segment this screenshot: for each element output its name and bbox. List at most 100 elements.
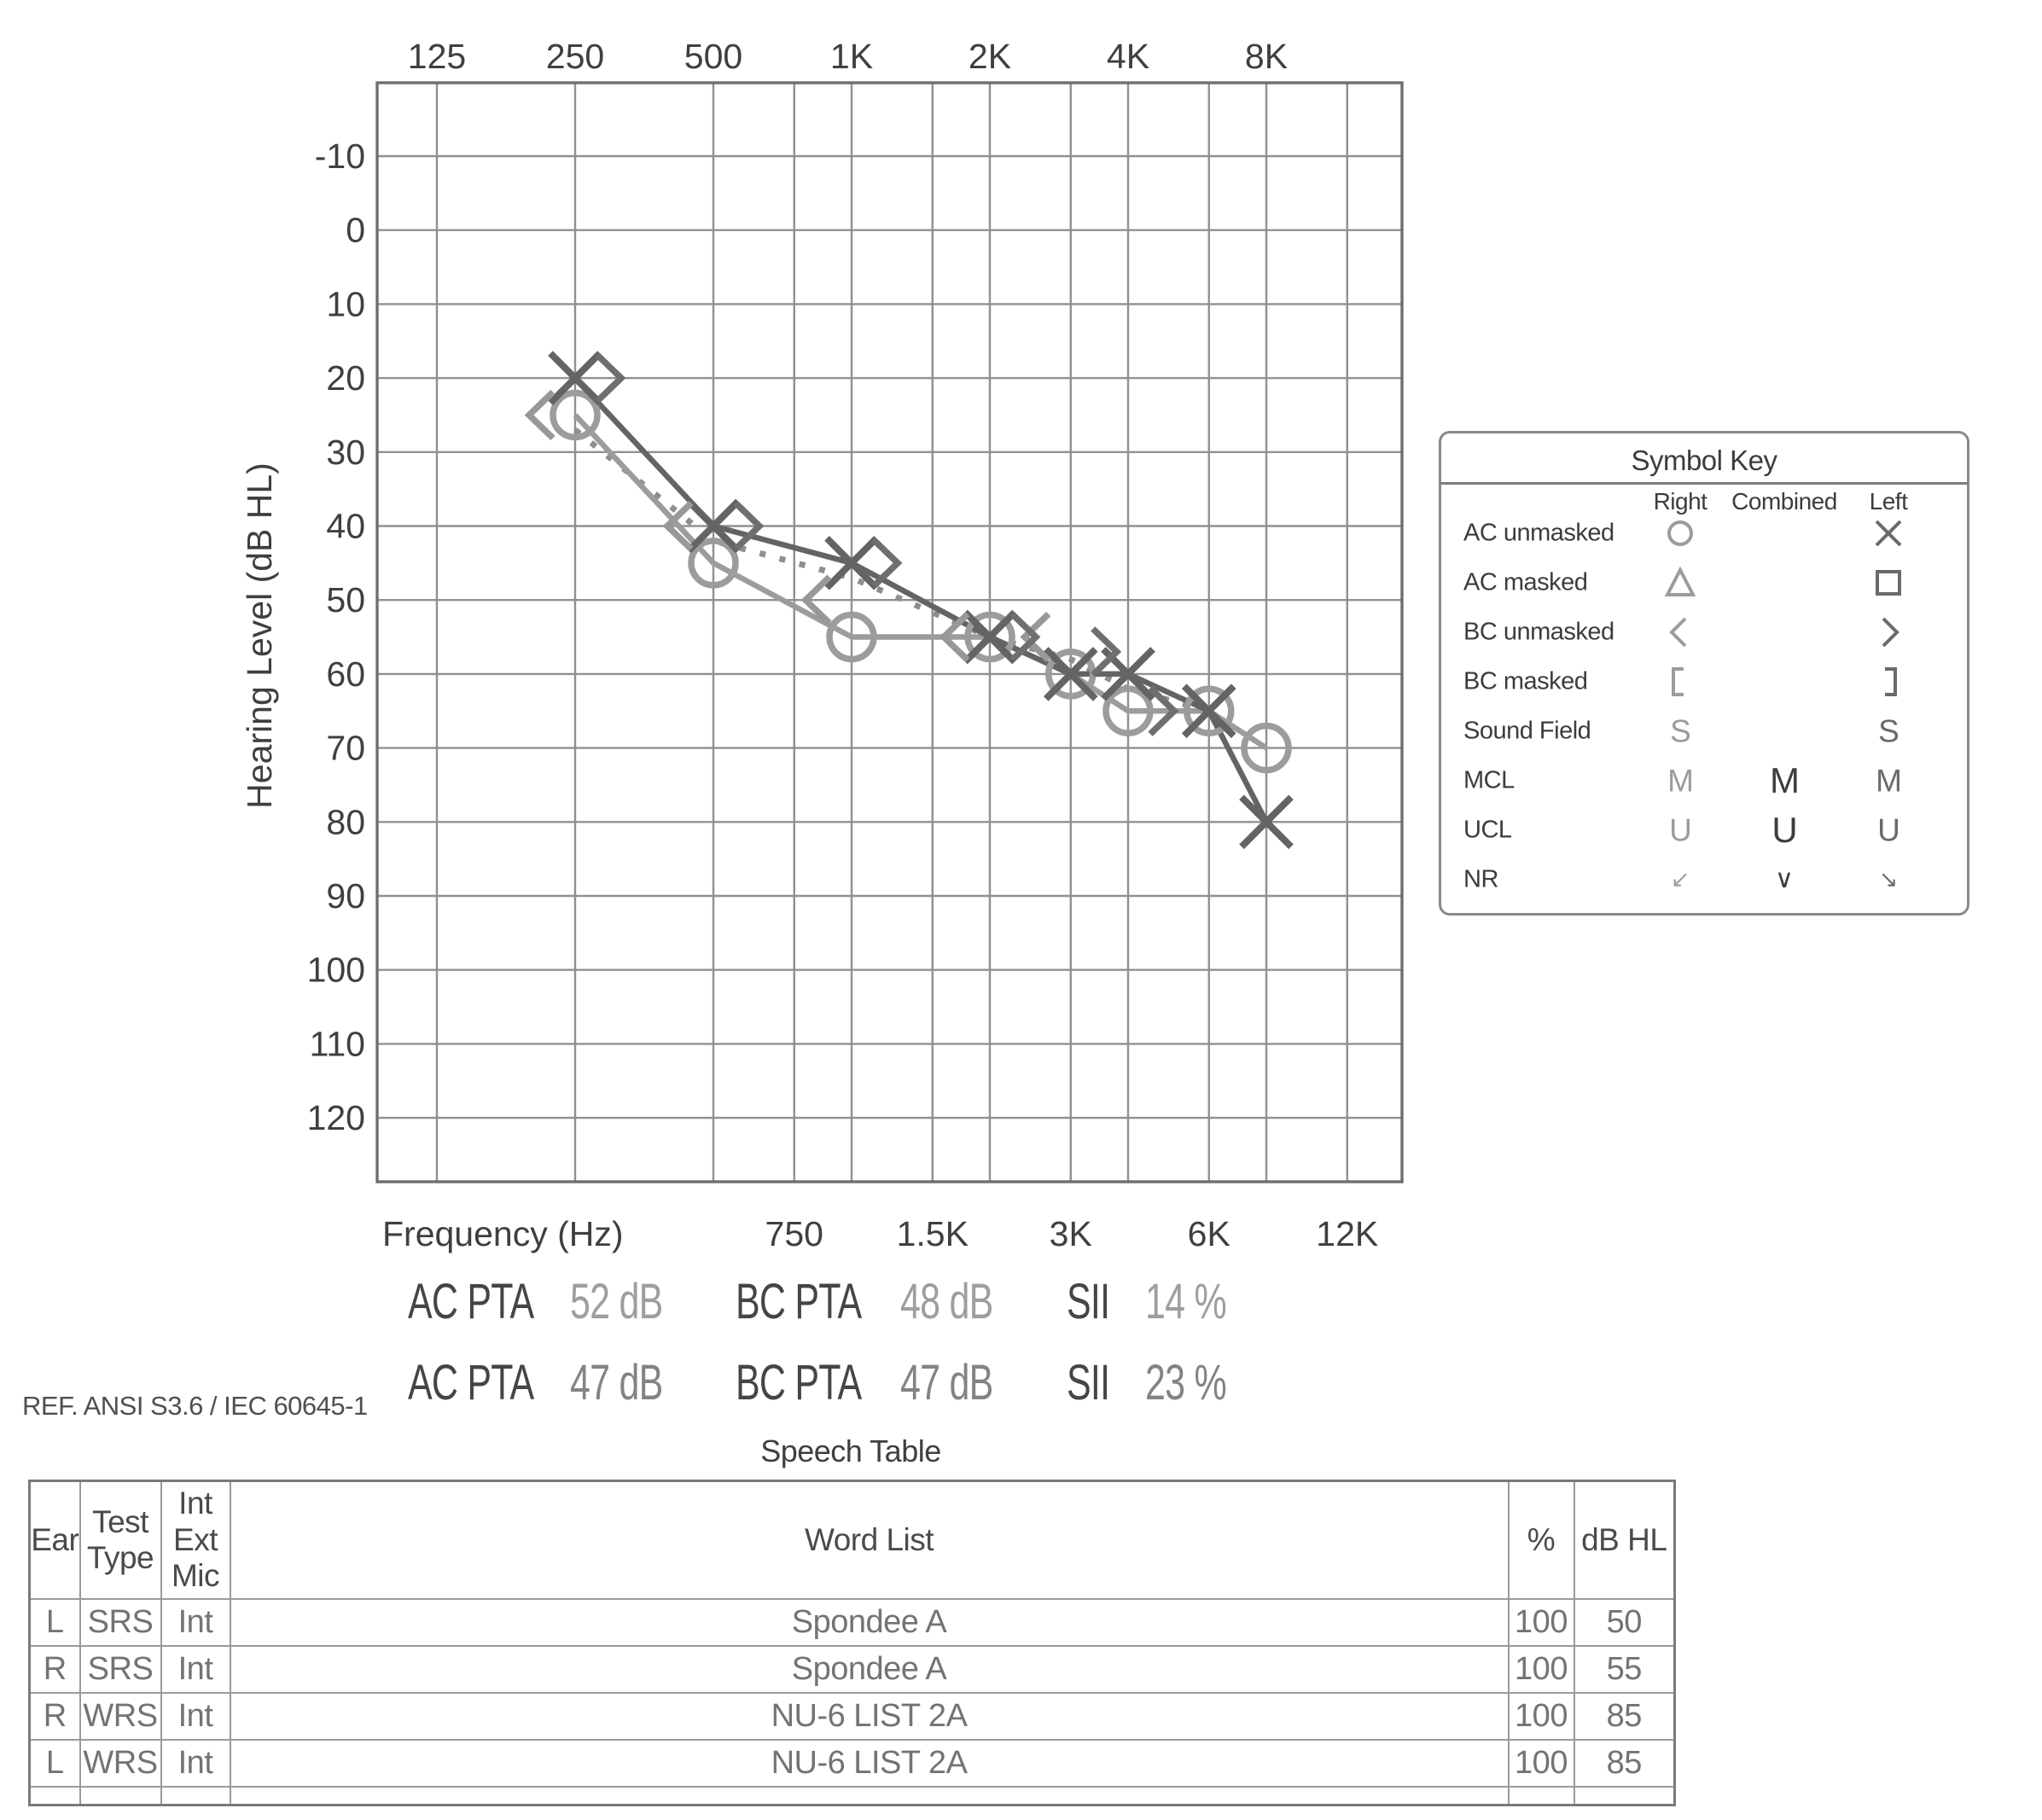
freq-tick-bottom: 6K	[1188, 1214, 1230, 1253]
speech-table-row: R WRS Int NU-6 LIST 2A 100 85	[28, 1691, 1676, 1741]
m-letter-symbol: M	[1770, 760, 1800, 800]
db-tick: 0	[346, 211, 365, 250]
db-tick: 50	[326, 580, 365, 619]
plot-border	[375, 81, 1404, 1183]
key-row-label: MCL	[1463, 766, 1515, 794]
cell-test-type: SRS	[79, 1644, 162, 1694]
key-symbol-cell-combined: ∨	[1775, 867, 1794, 893]
ac-pta-value: 47 dB	[570, 1355, 663, 1410]
key-symbol-cell-right	[1663, 615, 1697, 649]
circle-mark	[1102, 685, 1154, 736]
nr-down-chevron-icon: ∨	[1775, 864, 1794, 894]
freq-tick-bottom: 3K	[1050, 1214, 1092, 1253]
cell-word-list: NU-6 LIST 2A	[229, 1738, 1510, 1788]
empty-cell	[79, 1785, 162, 1806]
chevron-left-symbol-500	[662, 500, 694, 552]
x-symbol-1000	[824, 536, 879, 590]
key-row-ucl: UCL U U U	[1441, 805, 1967, 855]
empty-cell	[160, 1785, 231, 1806]
bc-pta-value: 48 dB	[900, 1274, 993, 1329]
key-symbol-cell-left: S	[1878, 716, 1899, 747]
empty-cell	[1507, 1785, 1575, 1806]
freq-tick-bottom: 750	[765, 1214, 823, 1253]
db-tick: 60	[326, 654, 365, 694]
db-tick: 80	[326, 802, 365, 841]
x-mark	[824, 536, 879, 590]
circle-mark	[1241, 722, 1292, 774]
cell-ear: R	[28, 1691, 81, 1741]
col-header-ear: Ear	[28, 1480, 81, 1600]
sii-label: SII	[1067, 1274, 1110, 1329]
x-symbol-6000	[1181, 683, 1236, 739]
chevron-right-shape	[1882, 617, 1899, 648]
chevron-left-symbol-2000	[939, 611, 970, 663]
divider	[1440, 482, 1968, 485]
bracket-left-icon	[1672, 667, 1684, 696]
triangle-shape	[1664, 566, 1696, 596]
u-letter-symbol: U	[1669, 812, 1692, 848]
chevron-right-symbol-1000	[871, 538, 903, 589]
x-mark	[686, 498, 741, 554]
cell-test-type: WRS	[79, 1738, 162, 1788]
key-row-mcl: MCL M M M	[1441, 756, 1967, 805]
db-tick: -10	[315, 137, 365, 176]
x-symbol-250	[548, 351, 602, 405]
freq-tick-bottom: 1.5K	[897, 1214, 969, 1253]
key-row-ac-unmasked: AC unmasked	[1441, 509, 1967, 558]
circle-symbol-250	[550, 389, 601, 441]
cell-mic: Int	[160, 1597, 231, 1647]
x-symbol-3000	[1043, 647, 1098, 701]
speech-table: Ear Test Type Int Ext Mic Word List % dB…	[28, 1480, 1676, 1806]
circle-symbol-8000	[1241, 722, 1292, 774]
x-mark	[1043, 647, 1098, 701]
db-tick: 120	[307, 1098, 365, 1137]
triangle-icon	[1664, 566, 1696, 596]
key-symbol-cell-right: U	[1669, 812, 1692, 848]
db-tick: 70	[326, 729, 365, 768]
ref-standard-text: REF. ANSI S3.6 / IEC 60645-1	[22, 1391, 368, 1421]
chevron-left-icon	[1669, 617, 1687, 648]
cell-db-hl: 50	[1573, 1597, 1676, 1647]
chevron-right-icon	[1882, 617, 1899, 648]
freq-tick-top: 8K	[1245, 37, 1288, 76]
key-row-label: BC masked	[1463, 667, 1588, 695]
chevron-mark	[1020, 611, 1051, 663]
key-row-label: AC masked	[1463, 568, 1588, 596]
key-symbol-cell-left	[1871, 516, 1905, 550]
symbol-key-title: Symbol Key	[1631, 445, 1777, 476]
empty-cell	[1573, 1785, 1676, 1806]
cell-db-hl: 85	[1573, 1691, 1676, 1741]
x-mark	[1239, 794, 1294, 850]
x-mark	[1181, 683, 1236, 739]
db-tick: 40	[326, 507, 365, 546]
freq-tick-top: 125	[408, 37, 466, 76]
db-tick: 100	[307, 951, 365, 990]
key-row-bc-masked: BC masked	[1441, 657, 1967, 706]
bracket-left-shape	[1672, 667, 1684, 696]
speech-table-row: L WRS Int NU-6 LIST 2A 100 85	[28, 1738, 1676, 1788]
cell-percent: 100	[1507, 1738, 1575, 1788]
chevron-mark	[1091, 626, 1122, 677]
chevron-mark	[800, 574, 832, 625]
bracket-right-icon	[1885, 667, 1897, 696]
key-symbol-cell-right	[1663, 566, 1697, 600]
y-axis-title: Hearing Level (dB HL)	[240, 462, 279, 809]
u-letter-symbol: U	[1771, 810, 1797, 850]
col-header-percent: %	[1507, 1480, 1575, 1600]
freq-tick-top: 250	[546, 37, 604, 76]
freq-tick-top: 2K	[969, 37, 1011, 76]
chevron-right-symbol-4000	[1148, 685, 1179, 736]
freq-tick-top: 4K	[1107, 37, 1149, 76]
pta-summary-left: AC PTA 47 dB BC PTA 47 dB SII 23 %	[0, 1355, 2042, 1415]
sii-label: SII	[1067, 1355, 1110, 1410]
cell-ear: L	[28, 1597, 81, 1647]
speech-table-title: Speech Table	[760, 1433, 941, 1468]
key-row-label: BC unmasked	[1463, 618, 1614, 646]
chevron-mark	[871, 538, 903, 589]
key-symbol-cell-left	[1871, 566, 1905, 600]
cell-percent: 100	[1507, 1644, 1575, 1694]
cell-mic: Int	[160, 1691, 231, 1741]
nr-right-arrow-icon: ↘	[1878, 866, 1899, 893]
series-line-ac-left	[573, 375, 1269, 823]
chevron-left-symbol-1000	[800, 574, 832, 625]
